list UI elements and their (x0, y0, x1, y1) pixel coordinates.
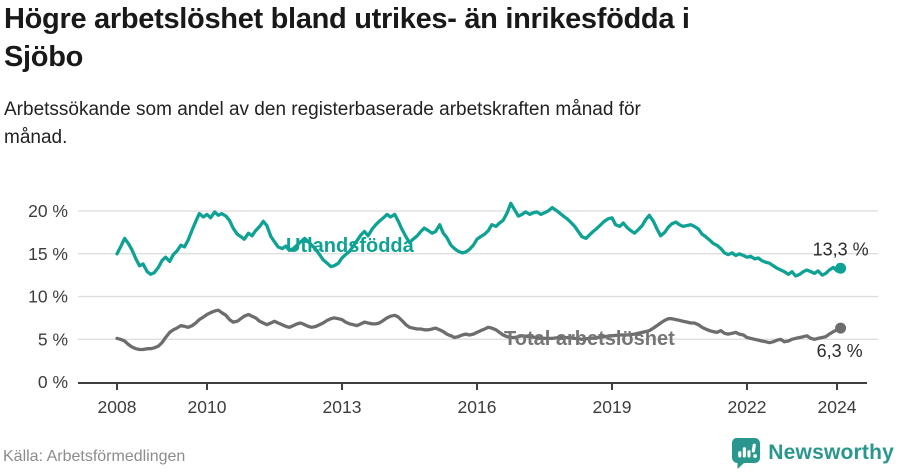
chart-subtitle-line2: månad. (4, 127, 68, 148)
newsworthy-logo[interactable]: Newsworthy (732, 437, 894, 469)
y-tick-label: 15 % (28, 244, 68, 264)
source-note: Källa: Arbetsförmedlingen (3, 448, 186, 465)
x-tick-label: 2013 (323, 397, 362, 417)
x-tick-label: 2019 (593, 397, 632, 417)
chart-subtitle: Arbetssökande som andel av den registerb… (4, 96, 864, 152)
series-line-total (115, 308, 843, 352)
y-tick-label: 0 % (38, 372, 68, 392)
y-tick-label: 5 % (38, 329, 68, 349)
x-tick-label: 2010 (188, 397, 227, 417)
newsworthy-icon (732, 437, 761, 469)
end-value-utlandsfodda: 13,3 % (813, 239, 869, 259)
x-tick-label: 2016 (458, 397, 497, 417)
series-line-utlandsfodda (115, 201, 843, 278)
page-title-line2: Sjöbo (4, 41, 84, 73)
series-label-utlandsfodda: Utlandsfödda (286, 235, 415, 257)
y-tick-label: 20 % (28, 201, 68, 221)
series-label-total: Total arbetslöshet (504, 328, 675, 350)
page-title-line1: Högre arbetslöshet bland utrikes- än inr… (4, 3, 690, 35)
end-dot-utlandsfodda (835, 262, 847, 274)
chart-subtitle-line1: Arbetssökande som andel av den registerb… (4, 99, 641, 120)
unemployment-line-chart: 2008 2010 2013 2016 2019 2022 2024 0 % 5 % 10 % 15… (28, 201, 878, 417)
x-tick-label: 2024 (818, 397, 857, 417)
x-tick-label: 2008 (98, 397, 137, 417)
y-tick-label: 10 % (28, 287, 68, 307)
x-tick-label: 2022 (728, 397, 767, 417)
end-dot-total (835, 322, 847, 334)
newsworthy-wordmark: Newsworthy (768, 441, 894, 464)
page-title: Högre arbetslöshet bland utrikes- än inr… (4, 0, 890, 76)
end-value-total: 6,3 % (817, 341, 863, 361)
